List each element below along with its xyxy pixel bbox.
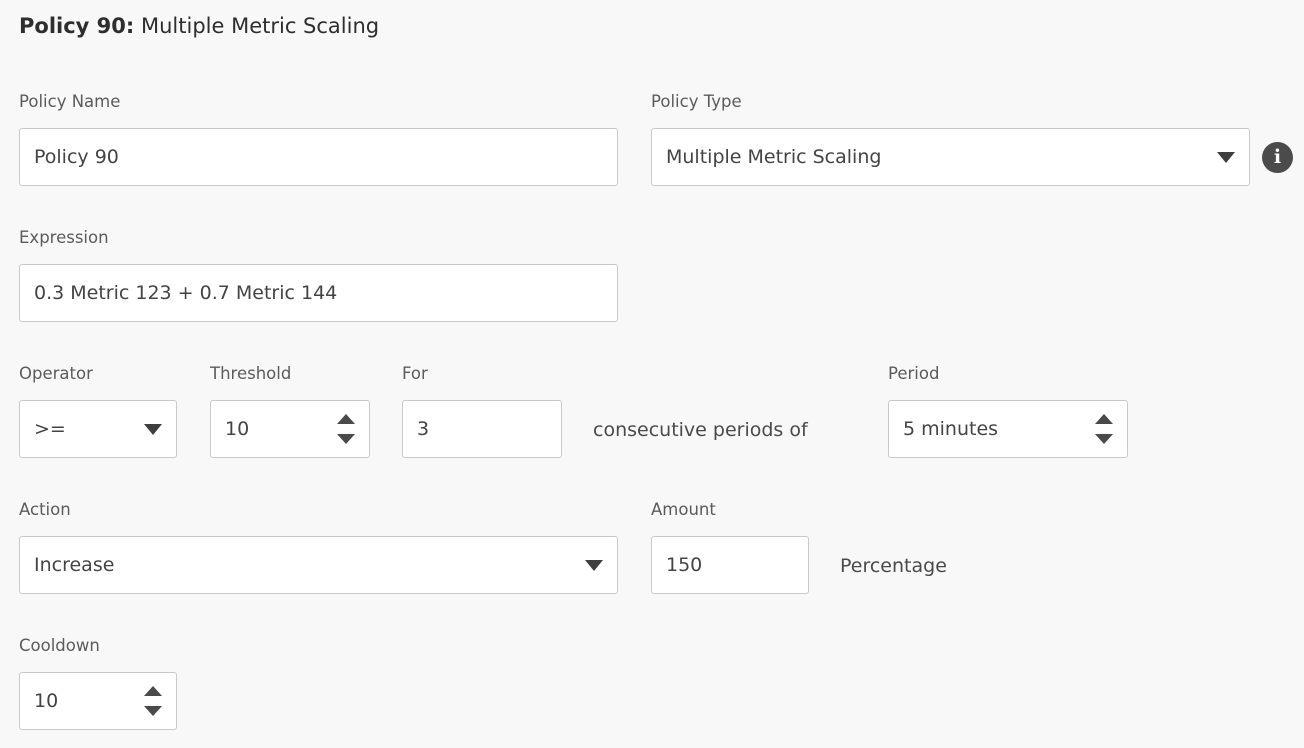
amount-value: 150 <box>666 554 703 576</box>
action-select[interactable]: Increase <box>19 536 618 594</box>
spinner-down-icon[interactable] <box>337 434 355 444</box>
period-spinner-icon[interactable] <box>1095 414 1113 444</box>
cooldown-spinner-icon[interactable] <box>144 686 162 716</box>
amount-input[interactable]: 150 <box>651 536 809 594</box>
spinner-down-icon[interactable] <box>1095 434 1113 444</box>
threshold-label: Threshold <box>210 364 292 383</box>
operator-value: >= <box>34 418 66 440</box>
page-title: Policy 90: Multiple Metric Scaling <box>19 12 379 40</box>
period-stepper[interactable]: 5 minutes <box>888 400 1128 458</box>
spinner-up-icon[interactable] <box>144 686 162 696</box>
policy-name-value: Policy 90 <box>34 146 119 168</box>
page-title-policy-type: Multiple Metric Scaling <box>140 14 380 38</box>
operator-select[interactable]: >= <box>19 400 177 458</box>
cooldown-stepper[interactable]: 10 <box>19 672 177 730</box>
spinner-up-icon[interactable] <box>337 414 355 424</box>
policy-type-value: Multiple Metric Scaling <box>666 146 882 168</box>
consecutive-periods-text: consecutive periods of <box>593 419 808 441</box>
chevron-down-icon[interactable] <box>585 559 603 571</box>
spinner-up-icon[interactable] <box>1095 414 1113 424</box>
cooldown-label: Cooldown <box>19 636 100 655</box>
operator-label: Operator <box>19 364 93 383</box>
chevron-down-icon[interactable] <box>1217 151 1235 163</box>
amount-label: Amount <box>651 500 716 519</box>
chevron-down-icon[interactable] <box>144 423 162 435</box>
threshold-value: 10 <box>225 418 250 440</box>
policy-name-input[interactable]: Policy 90 <box>19 128 618 186</box>
info-icon[interactable]: i <box>1262 142 1293 173</box>
cooldown-value: 10 <box>34 690 59 712</box>
action-value: Increase <box>34 554 115 576</box>
expression-label: Expression <box>19 228 109 247</box>
expression-input[interactable]: 0.3 Metric 123 + 0.7 Metric 144 <box>19 264 618 322</box>
spinner-down-icon[interactable] <box>144 706 162 716</box>
expression-value: 0.3 Metric 123 + 0.7 Metric 144 <box>34 282 338 304</box>
amount-unit-text: Percentage <box>840 555 947 577</box>
threshold-stepper[interactable]: 10 <box>210 400 370 458</box>
for-input[interactable]: 3 <box>402 400 562 458</box>
threshold-spinner-icon[interactable] <box>337 414 355 444</box>
period-value: 5 minutes <box>903 418 999 440</box>
period-label: Period <box>888 364 940 383</box>
action-label: Action <box>19 500 71 519</box>
for-label: For <box>402 364 428 383</box>
page-title-policy-prefix: Policy 90: <box>19 14 135 38</box>
policy-type-label: Policy Type <box>651 92 742 111</box>
policy-type-select[interactable]: Multiple Metric Scaling <box>651 128 1250 186</box>
for-value: 3 <box>417 418 430 440</box>
policy-name-label: Policy Name <box>19 92 121 111</box>
